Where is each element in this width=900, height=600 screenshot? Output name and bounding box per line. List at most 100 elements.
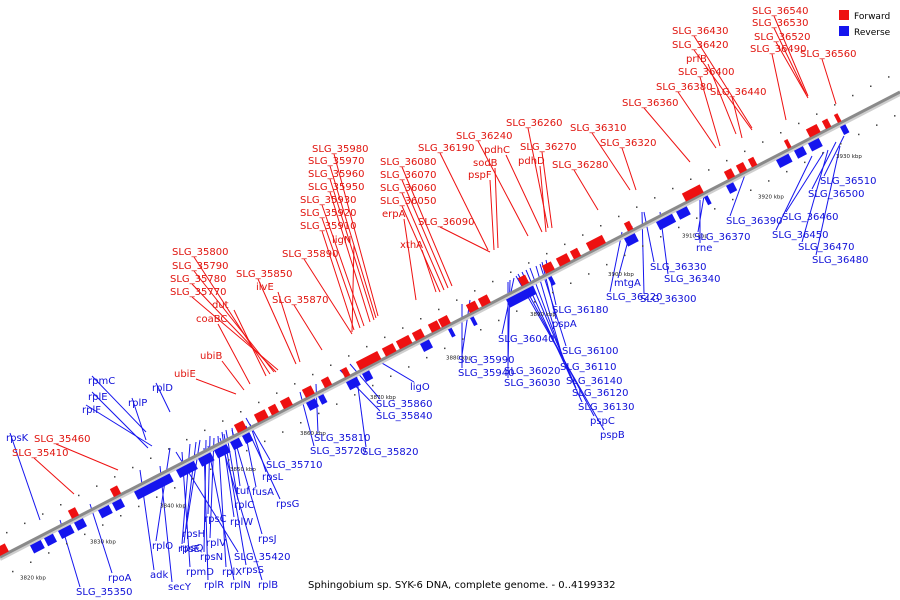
reverse-gene-label: SLG_36180 [552,305,608,316]
forward-label-leader [401,179,449,289]
track-dot [60,504,62,506]
track-dot [642,245,644,247]
forward-gene-label: prfB [686,54,707,65]
reverse-label-leader [155,382,171,413]
track-dot [420,318,422,320]
reverse-gene [230,437,244,451]
reverse-gene-label: pspC [590,416,615,427]
track-dot [138,505,140,508]
reverse-gene [656,213,677,231]
reverse-gene-label: SLG_36120 [572,388,628,399]
reverse-label-leader [89,503,113,574]
reverse-gene [505,285,537,308]
reverse-gene-label: SLG_35990 [458,355,514,366]
reverse-gene-label: SLG_36510 [820,176,876,187]
reverse-gene [808,138,823,152]
forward-label-leader [191,283,277,373]
axis-tick-label: 3840 kbp [160,503,186,509]
forward-gene [833,113,842,124]
forward-label-leader [401,166,453,287]
track-dot [84,533,86,536]
reverse-label-leader [609,231,623,293]
forward-gene-label: SLG_35410 [12,448,68,459]
track-dot [834,104,836,106]
forward-gene-label: ligN [332,235,351,246]
forward-gene-label: SLG_35950 [308,182,364,193]
reverse-gene [362,370,374,382]
reverse-label-leader [9,432,41,521]
forward-gene [355,350,382,370]
track-dot [210,468,212,470]
reverse-gene-label: SLG_35820 [362,447,418,458]
track-dot [312,373,314,376]
forward-gene-label: SLG_36060 [380,183,436,194]
reverse-gene [44,533,58,547]
forward-label-leader [329,191,371,323]
axis-tick-label: 3920 kbp [758,194,784,200]
forward-label-leader [693,49,753,131]
track-dot [30,561,32,563]
forward-gene [681,184,704,202]
forward-gene-label: ilvE [256,282,274,293]
track-dot [300,422,302,424]
forward-gene-label: SLG_36430 [672,26,728,37]
reverse-gene-label: SLG_35940 [458,368,514,379]
reverse-gene-label: rplD [152,383,173,394]
track-dot [246,449,248,452]
track-dot [762,141,764,143]
forward-label-leader [505,154,543,233]
reverse-gene-label: SLG_36020 [504,366,560,377]
reverse-gene-label: SLG_36110 [560,362,616,373]
legend-reverse-label: Reverse [854,28,891,38]
forward-label-leader [321,217,361,329]
track-dot [96,485,98,487]
forward-gene-label: SLG_36190 [418,143,474,154]
reverse-gene [176,460,198,479]
track-dot [168,448,170,450]
track-dot [78,494,80,497]
reverse-gene-label: SLG_36460 [782,212,838,223]
forward-gene-label: SLG_36070 [380,170,436,181]
forward-label-leader [731,96,743,139]
reverse-gene-label: ligO [410,382,430,393]
reverse-gene-label: rplC [234,500,254,511]
forward-gene-label: SLG_36270 [520,142,576,153]
reverse-gene-label: SLG_36100 [562,346,618,357]
forward-gene [109,485,122,498]
track-dot [528,262,530,264]
reverse-gene [306,398,320,411]
track-dot [852,94,854,97]
forward-gene-label: ubiB [200,351,222,362]
forward-gene-label: SLG_35870 [272,295,328,306]
forward-label-leader [621,147,637,191]
reverse-gene [74,518,88,531]
track-dot [618,215,620,218]
forward-label-leader [221,360,245,391]
forward-label-leader [191,296,279,371]
axis-tick-label: 3900 kbp [608,272,634,278]
forward-gene-label: SLG_35790 [172,261,228,272]
forward-label-leader [527,127,549,229]
reverse-gene [134,473,174,500]
track-dot [546,252,548,255]
forward-gene [585,234,606,252]
reverse-gene-label: rpsG [276,499,299,510]
forward-gene-label: SLG_36520 [754,32,810,43]
reverse-gene-label: adk [150,570,168,581]
forward-gene-label: SLG_35960 [308,169,364,180]
track-dot [222,420,224,422]
axis-tick-label: 3860 kbp [300,431,326,437]
track-dot [390,375,392,377]
forward-gene-label: SLG_36080 [380,157,436,168]
forward-gene-label: SLG_36440 [710,87,766,98]
forward-gene [279,396,293,410]
forward-gene-label: SLG_36050 [380,196,436,207]
axis-tick-label: 3830 kbp [90,539,116,545]
forward-gene [233,420,247,434]
reverse-label-leader [85,404,153,447]
forward-gene [267,403,280,416]
forward-gene-label: SLG_36260 [506,118,562,129]
track-dot [636,206,638,208]
reverse-gene-label: SLG_36470 [798,242,854,253]
